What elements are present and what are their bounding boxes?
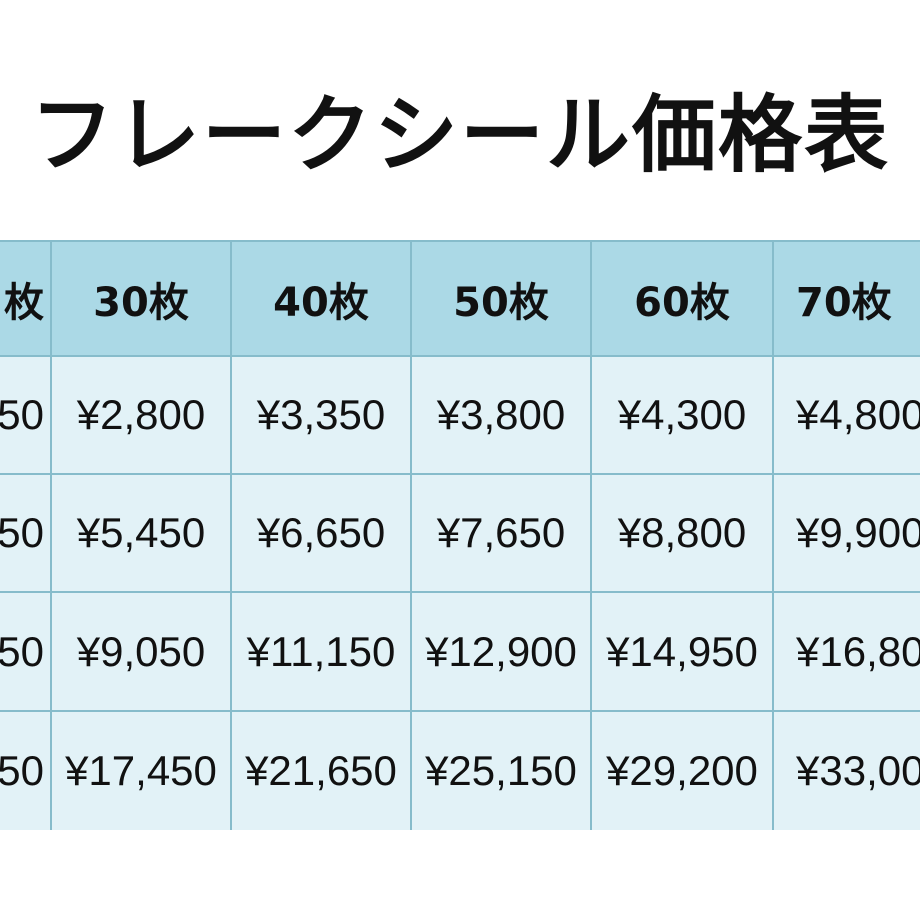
header-cell: 50枚 <box>410 240 592 357</box>
header-cell: 30枚 <box>50 240 232 357</box>
price-cell: ¥29,200 <box>590 710 774 830</box>
price-table: 枚 30枚 40枚 50枚 60枚 70枚 50 ¥2,800 ¥3,350 ¥3,800 ¥4,3… <box>0 240 920 830</box>
header-cell: 枚 <box>0 240 52 357</box>
price-cell: ¥5,450 <box>50 473 232 593</box>
price-cell: ¥17,450 <box>50 710 232 830</box>
price-cell: ¥12,900 <box>410 591 592 712</box>
header-cell: 70枚 <box>772 240 920 357</box>
price-cell: 50 <box>0 355 52 475</box>
price-cell: ¥33,00 <box>772 710 920 830</box>
price-cell: ¥14,950 <box>590 591 774 712</box>
header-cell: 40枚 <box>230 240 412 357</box>
price-cell: 50 <box>0 710 52 830</box>
price-cell: ¥4,800 <box>772 355 920 475</box>
price-cell: 50 <box>0 591 52 712</box>
price-cell: ¥21,650 <box>230 710 412 830</box>
price-cell: ¥7,650 <box>410 473 592 593</box>
header-cell: 60枚 <box>590 240 774 357</box>
price-cell: ¥9,900 <box>772 473 920 593</box>
price-cell: ¥6,650 <box>230 473 412 593</box>
price-cell: ¥4,300 <box>590 355 774 475</box>
price-cell: ¥3,350 <box>230 355 412 475</box>
title: フレークシール価格表 <box>29 86 890 184</box>
price-cell: ¥11,150 <box>230 591 412 712</box>
price-cell: 50 <box>0 473 52 593</box>
price-cell: ¥9,050 <box>50 591 232 712</box>
price-cell: ¥16,80 <box>772 591 920 712</box>
price-cell: ¥8,800 <box>590 473 774 593</box>
price-cell: ¥2,800 <box>50 355 232 475</box>
price-cell: ¥25,150 <box>410 710 592 830</box>
price-cell: ¥3,800 <box>410 355 592 475</box>
